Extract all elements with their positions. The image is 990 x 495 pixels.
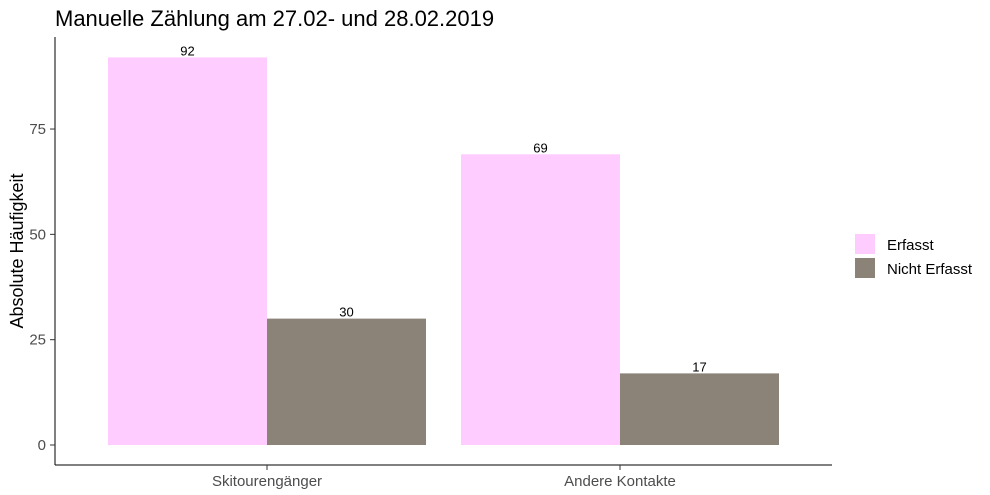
data-label: 92 [180,43,194,58]
data-label: 69 [533,140,547,155]
y-tick-label: 50 [29,226,46,243]
bar-skitourengänger-nicht-erfasst [267,318,426,445]
bar-andere-kontakte-erfasst [461,154,620,446]
legend-swatch [855,258,875,278]
bars [108,57,779,446]
y-tick-label: 0 [38,437,46,454]
y-tick-label: 25 [29,332,46,349]
bar-andere-kontakte-nicht-erfasst [620,373,779,445]
y-axis-label: Absolute Häufigkeit [7,173,27,328]
legend-label: Erfasst [887,237,935,254]
bar-skitourengänger-erfasst [108,57,267,446]
legend: Erfasst Nicht Erfasst [855,234,973,278]
x-tick-label: Andere Kontakte [564,473,676,490]
x-ticks: Skitourengänger Andere Kontakte [212,465,676,490]
data-label: 30 [339,305,353,320]
legend-swatch [855,234,875,254]
data-label: 17 [692,359,706,374]
y-axis: 0 25 50 75 [29,37,56,465]
data-labels: 92 69 30 17 [180,43,706,374]
x-axis: Skitourengänger Andere Kontakte [55,464,832,490]
chart-title: Manuelle Zählung am 27.02- und 28.02.201… [55,6,494,31]
x-tick-label: Skitourengänger [212,473,322,490]
legend-label: Nicht Erfasst [887,261,973,278]
y-tick-label: 75 [29,121,46,138]
y-ticks: 0 25 50 75 [29,121,55,454]
